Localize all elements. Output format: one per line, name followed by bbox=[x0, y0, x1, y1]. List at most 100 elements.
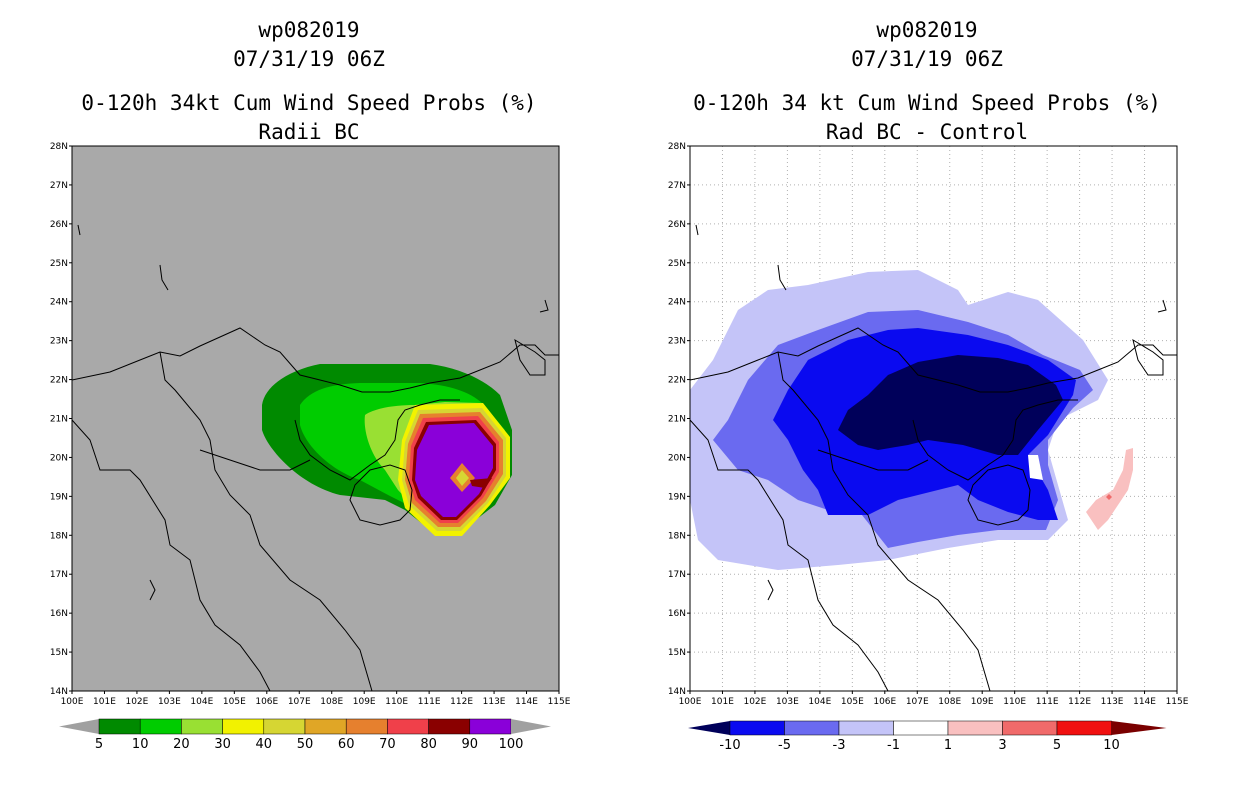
colorbar-swatch bbox=[263, 718, 306, 735]
colorbar-swatch bbox=[304, 718, 347, 735]
lat-label: 18N bbox=[668, 531, 686, 541]
lon-label: 111E bbox=[418, 697, 441, 707]
colorbar-high-arrow bbox=[1111, 721, 1167, 735]
colorbar-label: 5 bbox=[1053, 738, 1061, 753]
lon-label: 107E bbox=[906, 697, 929, 707]
lon-label: 111E bbox=[1036, 697, 1059, 707]
left-colorbar: 5 10 20 30 40 50 60 70 80 90 100 bbox=[59, 718, 551, 752]
lat-label: 16N bbox=[50, 609, 68, 619]
colorbar-label: 30 bbox=[214, 737, 231, 752]
left-coastlines bbox=[72, 224, 559, 691]
lat-label: 24N bbox=[50, 298, 68, 308]
lat-label: 28N bbox=[50, 142, 68, 152]
lon-label: 109E bbox=[971, 697, 994, 707]
lat-label: 20N bbox=[668, 453, 686, 463]
lat-label: 28N bbox=[668, 142, 686, 152]
lon-label: 103E bbox=[158, 697, 181, 707]
colorbar-label: 80 bbox=[420, 737, 437, 752]
colorbar-swatch bbox=[947, 720, 1003, 736]
lat-label: 15N bbox=[50, 648, 68, 658]
right-title-product: 0-120h 34 kt Cum Wind Speed Probs (%) bbox=[693, 91, 1161, 115]
left-title-storm: wp082019 bbox=[258, 18, 360, 42]
colorbar-swatch bbox=[784, 720, 840, 736]
colorbar-swatch bbox=[428, 718, 471, 735]
lat-label: 23N bbox=[50, 337, 68, 347]
right-title-time: 07/31/19 06Z bbox=[851, 47, 1003, 71]
colorbar-label: 60 bbox=[338, 737, 355, 752]
colorbar-label: 3 bbox=[998, 738, 1006, 753]
colorbar-label: 100 bbox=[499, 737, 524, 752]
right-title-storm: wp082019 bbox=[876, 18, 978, 42]
right-coastlines bbox=[690, 224, 1177, 691]
diff-white-notch bbox=[1028, 455, 1043, 480]
lat-label: 23N bbox=[668, 337, 686, 347]
lon-label: 105E bbox=[223, 697, 246, 707]
lon-label: 115E bbox=[1166, 697, 1189, 707]
colorbar-label: -5 bbox=[778, 738, 791, 753]
lat-label: 24N bbox=[668, 298, 686, 308]
left-lon-ticks: 100E 101E 102E 103E 104E 105E 106E 107E 108E 109E… bbox=[61, 691, 571, 707]
lat-label: 16N bbox=[668, 609, 686, 619]
lon-label: 101E bbox=[711, 697, 734, 707]
lon-label: 110E bbox=[1003, 697, 1026, 707]
colorbar-swatch bbox=[345, 718, 388, 735]
lon-label: 100E bbox=[679, 697, 702, 707]
colorbar-label: -1 bbox=[887, 738, 900, 753]
diff-plus3 bbox=[1106, 494, 1112, 500]
right-colorbar: -10 -5 -3 -1 1 3 5 10 bbox=[688, 720, 1167, 753]
left-map: 28N 27N 26N 25N 24N 23N 22N 21N 20N 19N 18N 17N 16N 1… bbox=[50, 142, 571, 752]
colorbar-label: 40 bbox=[256, 737, 273, 752]
lat-label: 17N bbox=[668, 570, 686, 580]
colorbar-swatch bbox=[387, 718, 429, 735]
colorbar-label: 90 bbox=[462, 737, 479, 752]
colorbar-swatch bbox=[1056, 720, 1112, 736]
lat-label: 27N bbox=[668, 181, 686, 191]
lat-label: 19N bbox=[668, 492, 686, 502]
diff-plus1 bbox=[1086, 448, 1133, 530]
colorbar-low-arrow bbox=[59, 719, 99, 734]
lat-label: 25N bbox=[50, 259, 68, 269]
lon-label: 113E bbox=[483, 697, 506, 707]
lat-label: 22N bbox=[50, 376, 68, 386]
lat-label: 20N bbox=[50, 453, 68, 463]
colorbar-label: -3 bbox=[833, 738, 846, 753]
lon-label: 102E bbox=[125, 697, 148, 707]
colorbar-swatch bbox=[893, 720, 949, 736]
colorbar-swatch bbox=[181, 718, 223, 735]
lat-label: 19N bbox=[50, 492, 68, 502]
prob-eye-inner bbox=[456, 470, 469, 486]
lat-label: 27N bbox=[50, 181, 68, 191]
colorbar-label: 50 bbox=[297, 737, 314, 752]
colorbar-label: -10 bbox=[719, 738, 740, 753]
colorbar-label: 10 bbox=[1103, 738, 1120, 753]
left-title-time: 07/31/19 06Z bbox=[233, 47, 385, 71]
lat-label: 14N bbox=[50, 687, 68, 697]
right-lon-ticks: 100E 101E 102E 103E 104E 105E 106E 107E 108E 109E… bbox=[679, 691, 1189, 707]
lon-label: 102E bbox=[743, 697, 766, 707]
colorbar-label: 10 bbox=[132, 737, 149, 752]
lon-label: 103E bbox=[776, 697, 799, 707]
lon-label: 109E bbox=[353, 697, 376, 707]
lon-label: 112E bbox=[450, 697, 473, 707]
lat-label: 18N bbox=[50, 531, 68, 541]
colorbar-swatch bbox=[838, 720, 894, 736]
colorbar-label: 70 bbox=[379, 737, 396, 752]
right-panel: wp082019 07/31/19 06Z 0-120h 34 kt Cum W… bbox=[618, 0, 1236, 800]
left-title-product: 0-120h 34kt Cum Wind Speed Probs (%) bbox=[81, 91, 537, 115]
lon-label: 100E bbox=[61, 697, 84, 707]
lon-label: 108E bbox=[320, 697, 343, 707]
lon-label: 112E bbox=[1068, 697, 1091, 707]
lat-label: 21N bbox=[50, 415, 68, 425]
prob-eye-tail bbox=[470, 478, 492, 488]
lon-label: 113E bbox=[1101, 697, 1124, 707]
colorbar-label: 1 bbox=[944, 738, 952, 753]
colorbar-swatch bbox=[729, 720, 785, 736]
colorbar-high-arrow bbox=[511, 719, 551, 734]
lat-label: 22N bbox=[668, 376, 686, 386]
colorbar-low-arrow bbox=[688, 721, 730, 735]
lon-label: 108E bbox=[938, 697, 961, 707]
lat-label: 15N bbox=[668, 648, 686, 658]
lon-label: 110E bbox=[385, 697, 408, 707]
lat-label: 26N bbox=[50, 220, 68, 230]
lon-label: 104E bbox=[808, 697, 831, 707]
